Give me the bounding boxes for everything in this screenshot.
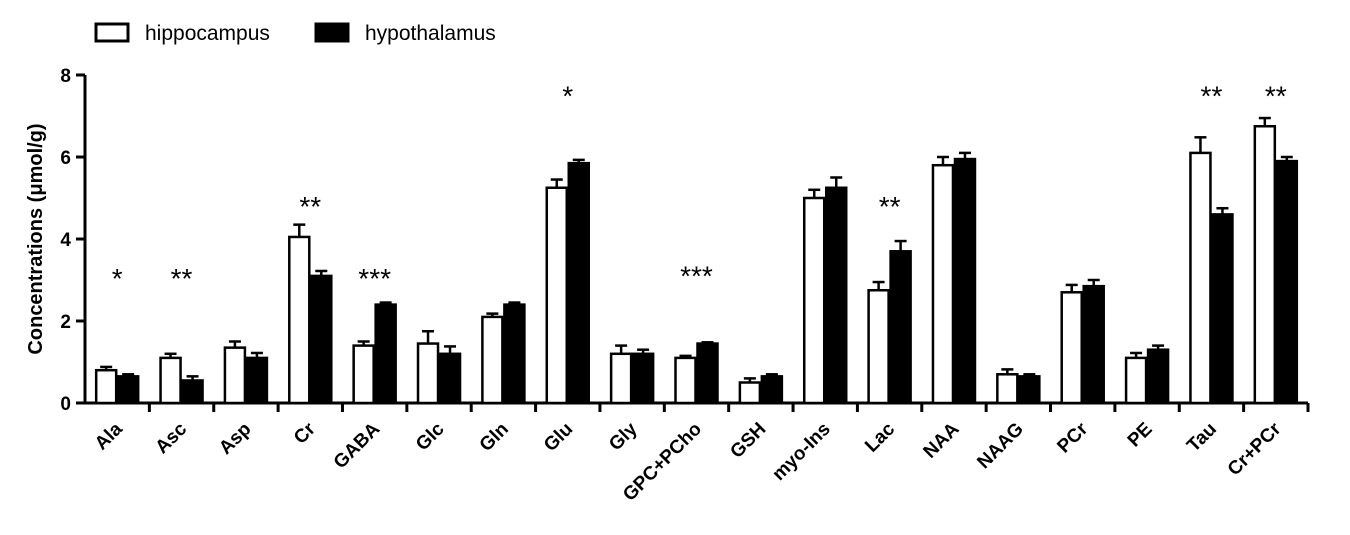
bar-hippocampus-glc (416, 342, 440, 405)
bar-hippocampus-naa (931, 163, 955, 405)
bar-hypothalamus-gsh (760, 375, 784, 405)
x-tick-label-gaba: GABA (330, 418, 385, 473)
bar-hippocampus-myo-ins (802, 196, 826, 405)
significance-label-glu: * (562, 80, 573, 111)
significance-label-ala: * (112, 263, 123, 294)
bar-hypothalamus-gly (631, 352, 655, 405)
bar-hippocampus-lac (867, 289, 890, 405)
y-tick-label: 6 (60, 148, 71, 169)
x-tick-label-glu: Glu (540, 419, 577, 456)
x-tick-label-naag: NAAG (973, 419, 1027, 473)
x-tick-label-tau: Tau (1183, 419, 1221, 457)
bar-hypothalamus-pcr (1082, 284, 1105, 405)
bar-hypothalamus-glc (438, 352, 462, 405)
legend-swatch-hippocampus (94, 22, 130, 43)
y-axis-title: Concentrations (μmol/g) (25, 123, 47, 354)
significance-label-gaba: *** (358, 263, 391, 294)
y-tick-label: 4 (60, 230, 71, 251)
legend-label-hippocampus: hippocampus (145, 22, 270, 45)
bar-hippocampus-tau (1189, 151, 1212, 405)
bar-hypothalamus-cr (310, 274, 333, 405)
x-tick-label-asp: Asp (215, 419, 255, 459)
y-tick-label: 8 (60, 66, 71, 87)
bar-hypothalamus-cr-pcr (1275, 159, 1299, 405)
y-tick-label: 0 (60, 394, 71, 415)
x-tick-label-lac: Lac (861, 418, 899, 456)
bar-hippocampus-asc (159, 356, 182, 405)
x-tick-label-glc: Glc (412, 418, 449, 455)
legend-label-hypothalamus: hypothalamus (365, 22, 496, 45)
bar-hypothalamus-glu (567, 161, 591, 405)
significance-label-gpc-pcho: *** (680, 261, 713, 292)
x-tick-label-pe: PE (1124, 419, 1157, 452)
x-tick-label-asc: Asc (152, 418, 192, 458)
bar-hippocampus-pcr (1060, 291, 1083, 405)
bar-hypothalamus-lac (889, 250, 912, 405)
bar-hypothalamus-ala (116, 375, 140, 405)
x-tick-label-myo-ins: myo-Ins (768, 419, 834, 485)
bar-hypothalamus-asc (181, 379, 204, 405)
x-tick-label-naa: NAA (920, 418, 964, 462)
bar-hypothalamus-tau (1211, 213, 1234, 405)
bar-hippocampus-ala (94, 368, 118, 405)
significance-label-lac: ** (879, 191, 901, 222)
bar-hippocampus-gsh (738, 381, 762, 405)
bar-hypothalamus-naa (953, 157, 977, 405)
bar-hippocampus-naag (996, 373, 1019, 405)
x-tick-label-cr-pcr: Cr+PCr (1224, 418, 1286, 480)
x-tick-label-pcr: PCr (1053, 418, 1092, 457)
bar-hippocampus-pe (1124, 356, 1148, 405)
legend-swatch-hypothalamus (314, 22, 350, 43)
bar-hypothalamus-gln (503, 303, 526, 405)
bar-hippocampus-glu (545, 186, 569, 405)
bar-hypothalamus-asp (245, 356, 269, 405)
bar-hypothalamus-myo-ins (824, 186, 848, 405)
significance-label-tau: ** (1201, 80, 1223, 111)
significance-label-cr: ** (299, 191, 321, 222)
bar-hippocampus-cr (288, 235, 311, 405)
bar-hippocampus-gln (481, 315, 504, 405)
x-tick-label-ala: Ala (91, 418, 127, 454)
bar-hippocampus-gaba (352, 344, 375, 405)
bar-hippocampus-gly (609, 352, 633, 405)
bar-hypothalamus-gaba (374, 303, 397, 405)
bar-hippocampus-gpc-pcho (674, 356, 697, 405)
y-tick-label: 2 (60, 312, 71, 333)
x-tick-label-cr: Cr (290, 418, 320, 448)
significance-label-cr-pcr: ** (1265, 80, 1287, 111)
bar-hippocampus-cr-pcr (1253, 125, 1277, 405)
bar-hypothalamus-gpc-pcho (696, 342, 719, 405)
x-tick-label-gsh: GSH (726, 419, 770, 463)
significance-label-asc: ** (171, 263, 193, 294)
x-tick-label-gln: Gln (476, 419, 513, 456)
bar-hypothalamus-pe (1146, 348, 1170, 405)
legend: hippocampus hypothalamus (94, 22, 496, 45)
bar-hippocampus-asp (223, 346, 247, 405)
x-tick-label-gly: Gly (605, 418, 642, 455)
bar-hypothalamus-naag (1018, 375, 1041, 405)
